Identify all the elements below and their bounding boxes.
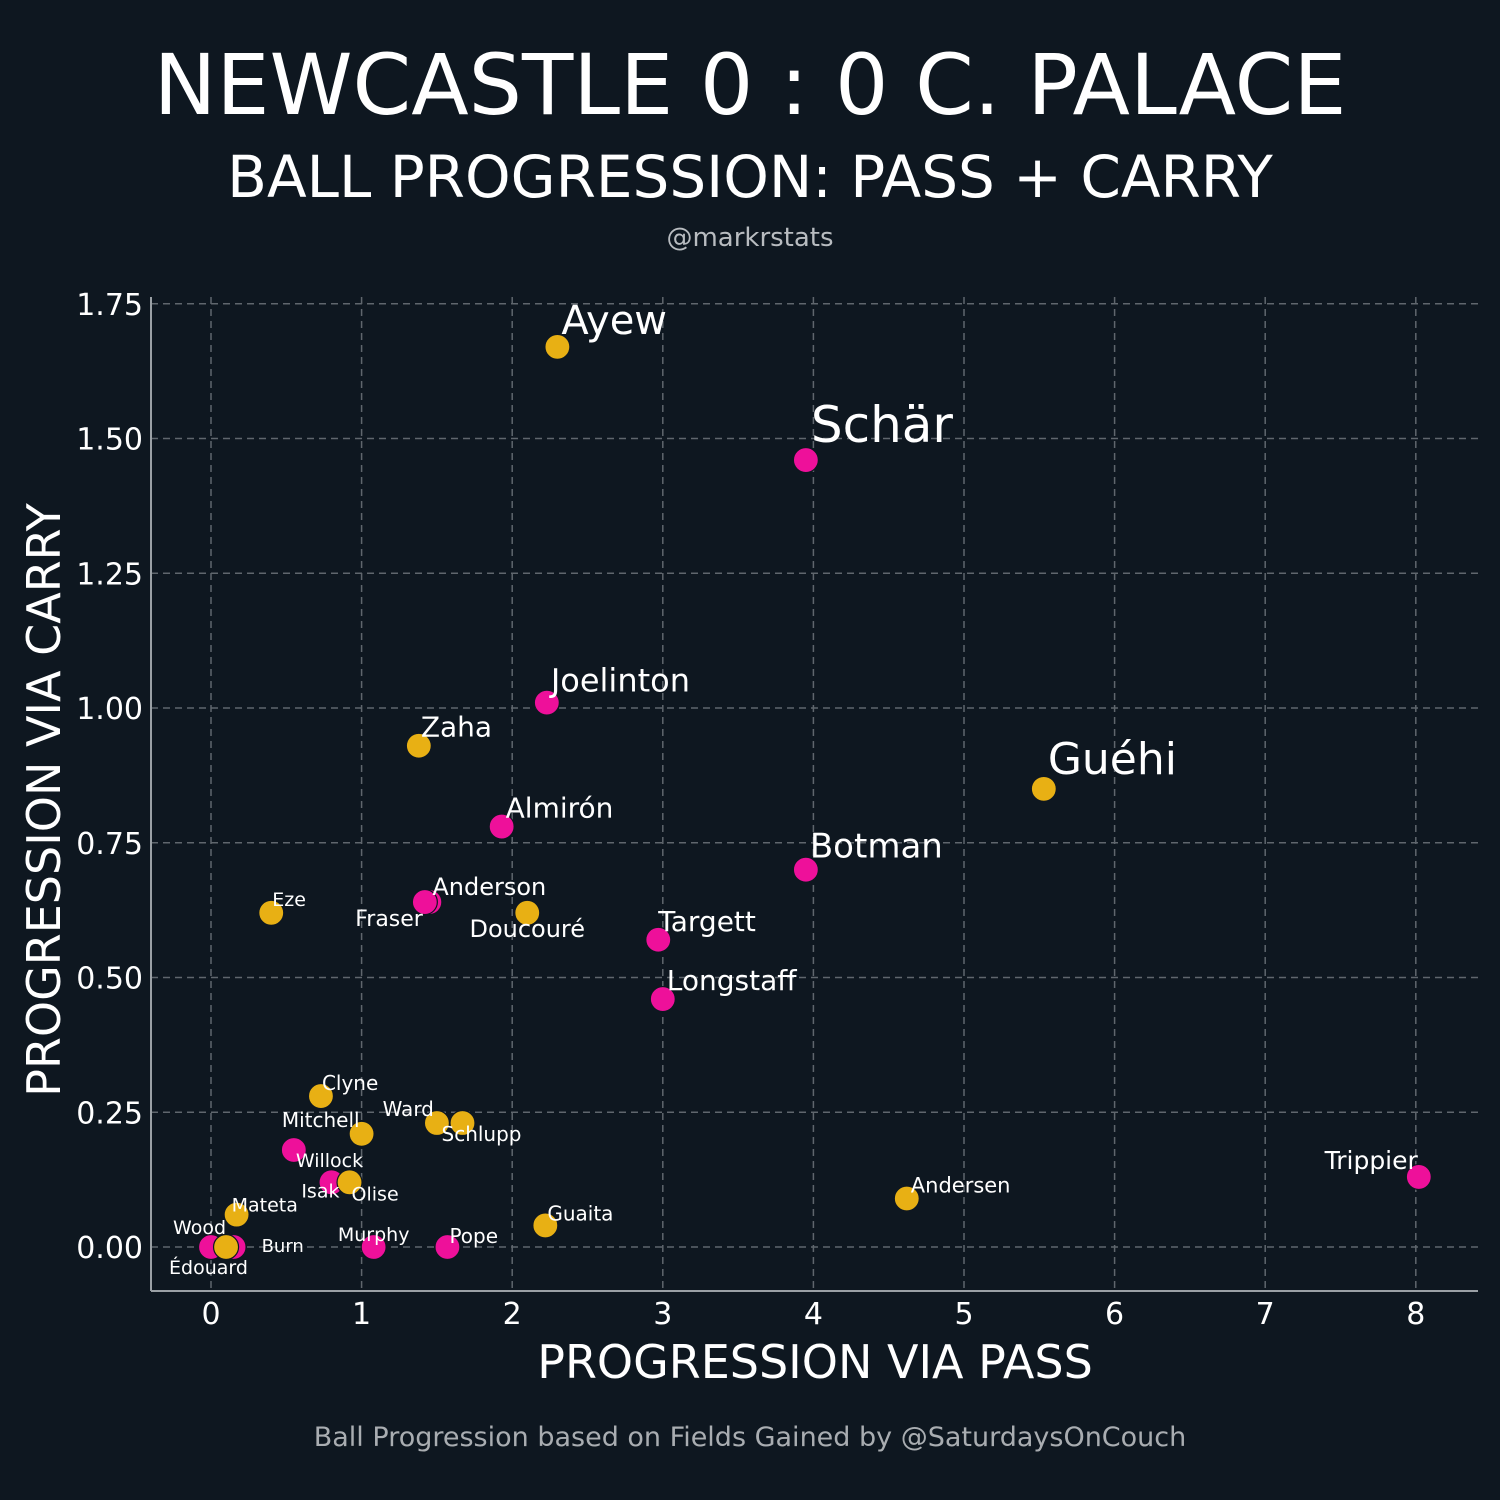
point-fraser [411, 888, 438, 916]
point-mitchell [348, 1120, 375, 1147]
point-labels: Schär Joelinton Almirón Botman Anderson Frase… [169, 298, 1418, 1279]
point-label-olise: Olise [352, 1183, 399, 1205]
point-label-doucoure: Doucouré [469, 915, 585, 943]
point-label-guaita: Guaita [547, 1201, 613, 1225]
point-label-almiron: Almirón [506, 792, 614, 825]
point-label-guehi: Guéhi [1048, 734, 1177, 785]
point-label-isak: Isak [301, 1180, 339, 1202]
point-pope [434, 1233, 461, 1261]
point-label-edouard: Édouard [169, 1256, 248, 1279]
point-label-pope: Pope [449, 1224, 498, 1248]
point-label-zaha: Zaha [421, 711, 492, 744]
x-tick-label: 8 [1406, 1297, 1425, 1332]
point-edouard [212, 1233, 240, 1261]
point-label-ward: Ward [383, 1097, 434, 1121]
y-axis-title: PROGRESSION VIA CARRY [17, 502, 71, 1096]
point-botman [792, 856, 819, 883]
point-label-eze: Eze [272, 889, 306, 911]
point-label-burn: Burn [262, 1236, 304, 1257]
point-label-trippier: Trippier [1324, 1146, 1419, 1175]
point-label-longstaff: Longstaff [667, 964, 797, 997]
point-olise [336, 1169, 363, 1196]
point-schar [792, 446, 819, 474]
point-doucoure [514, 899, 541, 926]
x-tick-label: 7 [1256, 1297, 1275, 1332]
y-tick-label: 0.25 [76, 1096, 143, 1131]
y-tick-label: 0.00 [76, 1231, 143, 1266]
point-guehi [1030, 775, 1057, 802]
point-trippier [1405, 1163, 1432, 1191]
point-label-andersen: Andersen [911, 1173, 1011, 1197]
x-axis-title: PROGRESSION VIA PASS [537, 1335, 1093, 1389]
chart-title: NEWCASTLE 0 : 0 C. PALACE [154, 36, 1347, 134]
point-label-mitchell: Mitchell [282, 1108, 360, 1132]
point-label-willock: Willock [296, 1150, 363, 1172]
point-guaita [532, 1212, 559, 1239]
y-tick-label: 0.75 [76, 827, 143, 862]
point-label-schar: Schär [811, 396, 954, 454]
point-label-wood: Wood [173, 1217, 226, 1239]
chart-subtitle: BALL PROGRESSION: PASS + CARRY [227, 143, 1273, 211]
x-tick-label: 0 [201, 1297, 220, 1332]
x-tick-label: 3 [653, 1297, 672, 1332]
point-mateta [223, 1201, 250, 1228]
point-label-fraser: Fraser [355, 907, 424, 932]
point-longstaff [649, 985, 676, 1013]
point-zaha [405, 732, 432, 759]
point-label-ayew: Ayew [561, 298, 667, 344]
point-joelinton [533, 689, 560, 716]
point-label-targett: Targett [657, 905, 756, 938]
y-tick-label: 0.50 [76, 962, 143, 997]
y-tick-label: 1.00 [76, 692, 143, 727]
x-tick-label: 4 [804, 1297, 823, 1332]
point-clyne [307, 1082, 335, 1110]
point-almiron [488, 813, 515, 840]
point-ayew [544, 333, 571, 360]
point-murphy [360, 1233, 387, 1261]
axes [150, 297, 1478, 1292]
point-label-clyne: Clyne [322, 1071, 378, 1095]
y-tick-label: 1.50 [76, 423, 143, 458]
point-label-anderson: Anderson [432, 873, 546, 901]
point-label-botman: Botman [810, 827, 943, 867]
x-tick-label: 1 [352, 1297, 371, 1332]
point-ward [423, 1109, 450, 1137]
y-tick-label: 1.25 [76, 557, 143, 592]
x-tick-label: 5 [954, 1297, 973, 1332]
x-tick-label: 6 [1105, 1297, 1124, 1332]
tick-labels: 0 1 2 3 4 5 6 7 8 0.00 0.25 0.50 0.75 1.00 1.25 1.50 1.7… [76, 288, 1425, 1332]
grid [151, 297, 1478, 1291]
point-andersen [893, 1185, 920, 1212]
author-handle: @markrstats [666, 223, 833, 253]
point-label-schlupp: Schlupp [442, 1122, 522, 1146]
scatter-points [197, 333, 1432, 1261]
point-targett [645, 926, 672, 953]
point-eze [258, 899, 285, 926]
point-label-murphy: Murphy [338, 1224, 410, 1246]
x-tick-label: 2 [503, 1297, 522, 1332]
source-caption: Ball Progression based on Fields Gained … [314, 1422, 1187, 1453]
point-label-mateta: Mateta [232, 1195, 298, 1217]
point-willock [280, 1136, 307, 1164]
y-tick-label: 1.75 [76, 288, 143, 323]
point-label-joelinton: Joelinton [549, 662, 690, 700]
point-schlupp [449, 1109, 476, 1137]
